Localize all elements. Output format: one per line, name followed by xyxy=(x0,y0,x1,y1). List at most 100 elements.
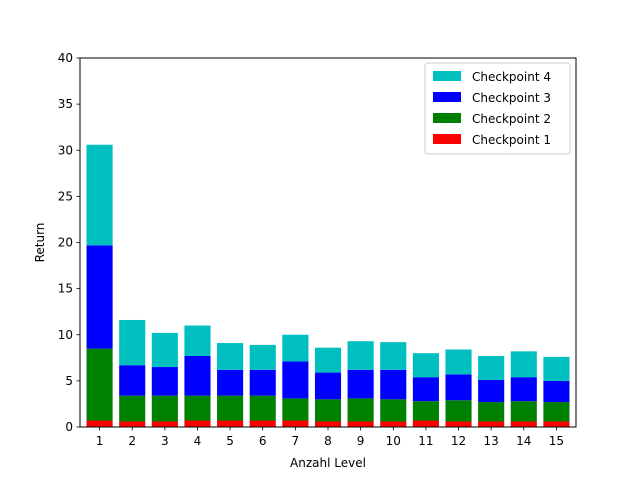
bar-segment-5-4 xyxy=(217,343,244,370)
bar-segment-9-2 xyxy=(347,398,374,422)
bar-segment-15-3 xyxy=(543,380,570,403)
bar-segment-12-3 xyxy=(445,374,472,401)
bar-segment-1-2 xyxy=(86,348,113,421)
bar-segment-4-1 xyxy=(184,420,211,427)
x-tick-label: 13 xyxy=(484,434,499,448)
bar-segment-9-1 xyxy=(347,421,374,427)
bar-segment-1-3 xyxy=(86,245,113,349)
bar-segment-3-2 xyxy=(151,395,178,422)
x-tick-label: 10 xyxy=(386,434,401,448)
bar-segment-7-3 xyxy=(282,361,309,399)
x-tick-label: 14 xyxy=(516,434,531,448)
x-tick-label: 4 xyxy=(194,434,202,448)
bar-segment-7-1 xyxy=(282,420,309,427)
bar-segment-15-4 xyxy=(543,356,570,381)
bar-segment-10-4 xyxy=(380,342,407,370)
x-tick-label: 7 xyxy=(292,434,300,448)
bar-segment-8-4 xyxy=(314,347,342,373)
legend-swatch xyxy=(433,113,461,123)
y-tick-label: 0 xyxy=(65,420,73,434)
legend-swatch xyxy=(433,92,461,102)
bar-segment-5-3 xyxy=(217,369,244,396)
legend-box xyxy=(424,62,571,155)
bar-segment-5-1 xyxy=(217,420,244,427)
x-tick-label: 3 xyxy=(161,434,169,448)
y-axis: 0 5 10 15 20 25 30 35 40 xyxy=(58,51,80,434)
y-tick-label: 10 xyxy=(58,328,73,342)
bar-segment-14-2 xyxy=(510,401,537,422)
bar-segment-11-1 xyxy=(412,420,439,427)
bar-segment-12-2 xyxy=(445,400,472,422)
bar-segment-4-3 xyxy=(184,355,211,396)
x-axis-label: Anzahl Level xyxy=(290,456,366,470)
y-tick-label: 25 xyxy=(58,189,73,203)
x-tick-label: 1 xyxy=(96,434,104,448)
y-tick-label: 15 xyxy=(58,282,73,296)
x-tick-label: 5 xyxy=(226,434,234,448)
y-axis-label: Return xyxy=(33,223,47,263)
x-tick-label: 9 xyxy=(357,434,365,448)
x-tick-label: 6 xyxy=(259,434,267,448)
x-tick-label: 8 xyxy=(324,434,332,448)
bar-segment-1-1 xyxy=(86,420,113,427)
y-tick-label: 20 xyxy=(58,236,73,250)
bar-segment-4-4 xyxy=(184,325,211,356)
bar-segment-5-2 xyxy=(217,395,244,421)
legend-label: Checkpoint 3 xyxy=(472,91,551,105)
bar-segment-6-4 xyxy=(249,344,276,370)
bars-group xyxy=(86,144,570,427)
bar-segment-7-2 xyxy=(282,398,309,421)
legend-label: Checkpoint 2 xyxy=(472,112,551,126)
bar-segment-9-4 xyxy=(347,341,374,370)
bar-segment-2-3 xyxy=(119,365,146,396)
legend-label: Checkpoint 1 xyxy=(472,133,551,147)
y-tick-label: 40 xyxy=(58,51,73,65)
bar-segment-13-2 xyxy=(478,402,505,422)
bar-segment-1-4 xyxy=(86,144,113,246)
x-tick-label: 11 xyxy=(418,434,433,448)
bar-segment-4-2 xyxy=(184,395,211,421)
bar-segment-13-1 xyxy=(478,421,505,427)
bar-segment-8-3 xyxy=(314,372,342,400)
bar-segment-8-2 xyxy=(314,399,342,422)
y-tick-label: 5 xyxy=(65,374,73,388)
legend-label: Checkpoint 4 xyxy=(472,70,551,84)
bar-segment-3-3 xyxy=(151,367,178,396)
bar-segment-9-3 xyxy=(347,369,374,399)
bar-segment-11-3 xyxy=(412,377,439,402)
legend-swatch xyxy=(433,134,461,144)
x-tick-label: 12 xyxy=(451,434,466,448)
bar-segment-10-1 xyxy=(380,421,407,427)
bar-segment-10-2 xyxy=(380,399,407,422)
bar-segment-3-4 xyxy=(151,332,178,368)
bar-segment-7-4 xyxy=(282,334,309,362)
bar-segment-2-2 xyxy=(119,395,146,422)
y-tick-label: 30 xyxy=(58,143,73,157)
bar-segment-6-3 xyxy=(249,369,276,396)
bar-segment-12-1 xyxy=(445,421,472,427)
bar-segment-14-3 xyxy=(510,377,537,402)
bar-segment-8-1 xyxy=(314,421,342,427)
bar-segment-12-4 xyxy=(445,349,472,375)
bar-segment-6-1 xyxy=(249,420,276,427)
bar-segment-11-4 xyxy=(412,353,439,378)
bar-segment-15-2 xyxy=(543,402,570,422)
bar-segment-2-4 xyxy=(119,319,146,366)
bar-segment-2-1 xyxy=(119,421,146,427)
bar-segment-14-1 xyxy=(510,421,537,427)
legend-swatch xyxy=(433,71,461,81)
bar-segment-14-4 xyxy=(510,351,537,378)
x-axis: 1 2 3 4 5 6 7 8 9 10 11 12 13 14 15 xyxy=(96,427,564,448)
bar-segment-10-3 xyxy=(380,369,407,400)
bar-segment-11-2 xyxy=(412,401,439,421)
x-tick-label: 2 xyxy=(128,434,136,448)
bar-segment-3-1 xyxy=(151,421,178,427)
y-tick-label: 35 xyxy=(58,97,73,111)
legend: Checkpoint 4 Checkpoint 3 Checkpoint 2 Chec… xyxy=(424,62,571,155)
x-tick-label: 15 xyxy=(549,434,564,448)
bar-segment-13-3 xyxy=(478,379,505,403)
bar-segment-15-1 xyxy=(543,421,570,427)
bar-segment-6-2 xyxy=(249,395,276,421)
bar-segment-13-4 xyxy=(478,355,505,380)
